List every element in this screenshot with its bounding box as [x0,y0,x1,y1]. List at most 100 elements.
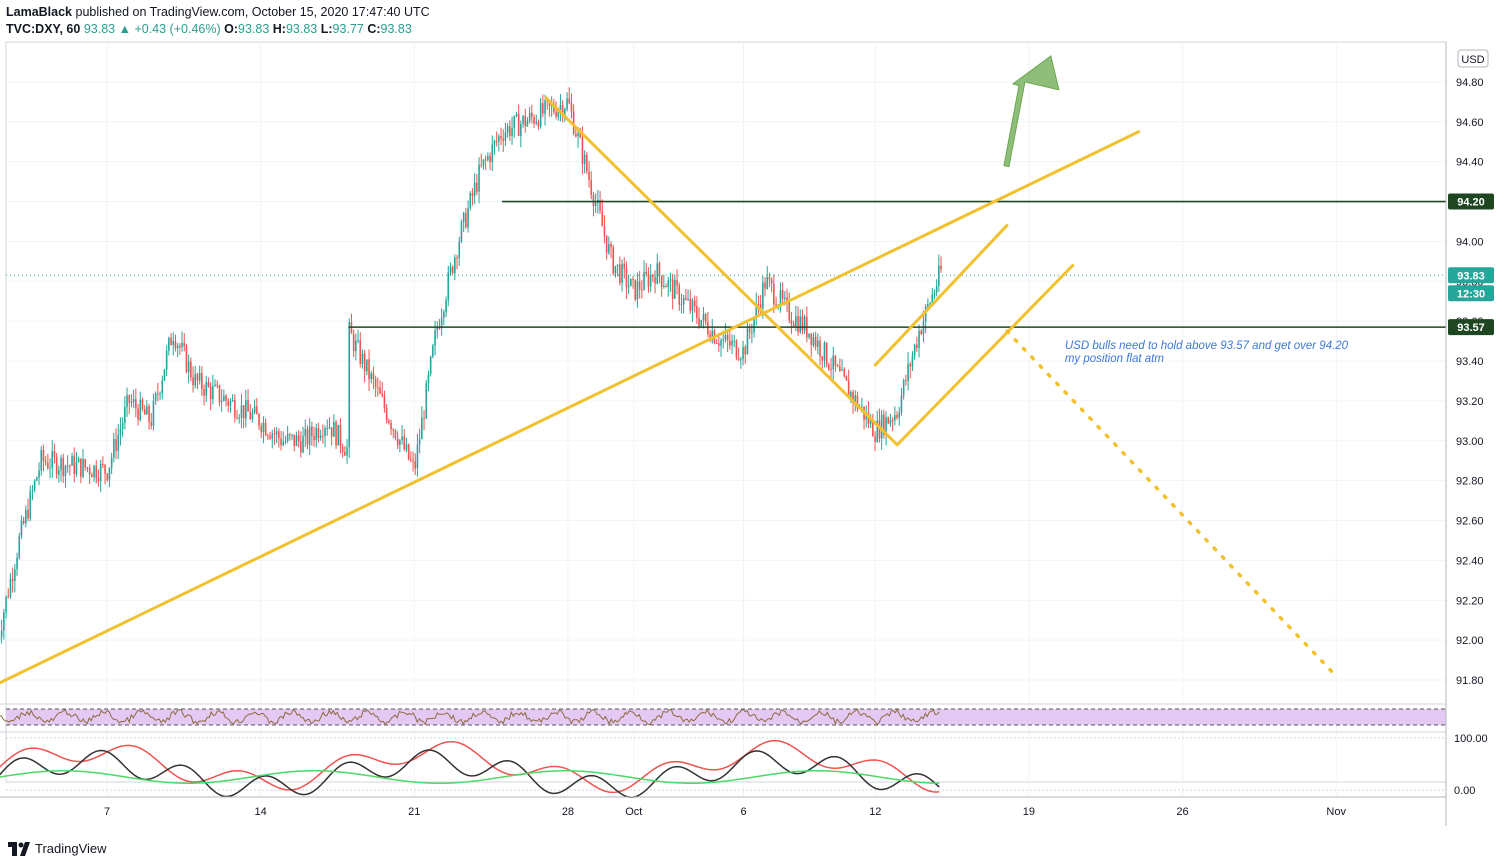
candle-body [403,436,406,450]
candle-body [110,457,113,468]
candle-body [592,195,595,207]
candle-body [3,612,5,631]
candle-body [909,363,912,367]
candle-body [304,429,307,436]
candle-body [121,422,124,429]
candle-body [407,444,410,460]
candle-body [495,141,498,143]
candle-body [821,356,824,361]
candle-body [898,412,901,418]
candle-body [678,285,681,305]
candle-body [44,461,47,463]
candle-body [817,340,819,347]
candle-body [192,377,194,386]
candle-body [669,279,672,281]
candle-body [282,441,285,446]
candle-body [610,243,612,248]
candle-body [361,353,364,364]
candle-body [927,303,929,307]
candle-body [625,268,628,288]
candle-body [751,332,753,334]
candle-body [324,428,326,437]
candle-body [528,112,531,121]
candle-body [264,422,267,436]
candle-body [218,385,221,403]
candle-body [9,578,12,597]
candle-body [238,417,241,419]
candle-body [513,115,516,128]
candle-body [632,278,634,280]
candle-body [31,489,34,492]
projection-dotted-line [1005,329,1338,678]
candle-body [894,415,896,421]
candle-body [803,316,806,331]
candle-body [722,339,725,341]
candle-body [47,462,49,469]
candle-body [106,473,109,480]
x-tick-label: 14 [255,806,267,818]
candle-body [20,520,23,537]
author-name[interactable]: LamaBlack [6,5,73,19]
candle-body [561,104,564,117]
candle-body [841,369,843,371]
candle-body [612,247,615,274]
candle-body [535,122,538,124]
candle-body [97,478,100,482]
candle-body [278,431,280,439]
candle-body [183,342,186,347]
symbol-label[interactable]: TVC:DXY, 60 [6,22,81,36]
candle-body [451,266,454,274]
candle-body [396,438,399,446]
candle-body [480,164,483,166]
candle-body [64,465,67,476]
stochastic-pane: 100.00 0.00 [0,733,1488,798]
candle-body [621,263,623,284]
candle-body [630,278,632,286]
candle-body [212,385,214,400]
candle-body [467,208,469,228]
candle-body [341,446,344,452]
candle-body [465,212,467,228]
candle-body [249,411,252,420]
level-badge-94-20-bg [1448,193,1494,210]
candle-body [737,357,740,360]
candle-body [359,340,362,364]
candle-body [878,420,881,439]
candle-body [75,462,78,475]
candle-body [755,304,758,319]
candle-body [205,382,208,396]
candle-body [132,399,135,402]
candle-body [482,159,485,166]
candle-body [104,464,106,474]
candle-body [876,420,879,442]
footer-brand[interactable]: TradingView [35,841,107,856]
candle-body [911,355,914,367]
candle-body [146,406,148,415]
candle-body [808,333,810,338]
candle-body [744,346,747,355]
candle-body [735,340,738,358]
x-tick-label: 12 [869,806,881,818]
axes: 91.80 92.00 92.20 92.40 92.60 92.80 93.00 93.20… [0,42,1489,826]
candle-body [599,200,601,212]
candle-body [715,342,718,344]
candle-body [88,468,91,475]
candle-body [511,127,513,137]
candle-body [506,126,509,133]
open-value: 93.83 [238,22,270,36]
grid-lines [5,41,1447,797]
candle-body [539,103,542,127]
candle-body [55,456,58,475]
candle-body [308,426,311,445]
candle-body [187,361,190,372]
candle-body [22,520,25,524]
candle-body [339,424,342,447]
candle-body [295,435,298,446]
candle-body [896,415,898,418]
candle-body [614,266,617,274]
candle-body [51,451,54,468]
candle-body [150,421,153,426]
candle-body [564,109,566,117]
candle-body [355,340,357,351]
